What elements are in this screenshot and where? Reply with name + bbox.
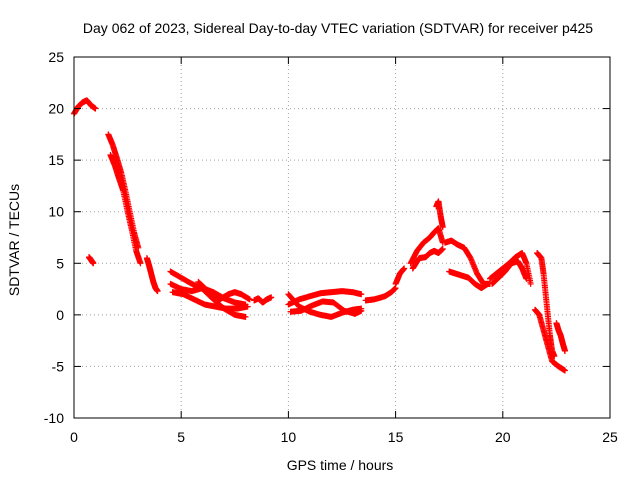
y-tick-label: -5 xyxy=(52,358,65,374)
y-tick-label: 10 xyxy=(48,204,64,220)
data-point xyxy=(439,224,446,231)
y-tick-label: 0 xyxy=(56,307,64,323)
data-point xyxy=(439,245,446,252)
data-point xyxy=(268,294,275,301)
data-point xyxy=(90,260,97,267)
data-point xyxy=(242,313,249,320)
x-tick-label: 5 xyxy=(177,429,185,445)
x-tick-label: 10 xyxy=(281,429,297,445)
y-tick-label: -10 xyxy=(44,410,64,426)
data-point xyxy=(358,307,365,314)
x-tick-label: 25 xyxy=(602,429,618,445)
data-point xyxy=(358,291,365,298)
y-tick-label: 15 xyxy=(48,152,64,168)
axis-ticks xyxy=(73,56,611,419)
x-tick-label: 15 xyxy=(388,429,404,445)
plot-frame xyxy=(73,56,611,419)
data-point xyxy=(561,367,568,374)
y-tick-label: 25 xyxy=(48,49,64,65)
y-tick-label: 5 xyxy=(56,255,64,271)
data-point xyxy=(527,280,534,287)
data-point xyxy=(137,260,144,267)
data-point xyxy=(561,347,568,354)
x-tick-label: 20 xyxy=(495,429,511,445)
y-axis-label: SDTVAR / TECUs xyxy=(6,184,22,296)
data-point xyxy=(523,275,530,282)
data-point xyxy=(246,296,253,303)
x-tick-label: 0 xyxy=(70,429,78,445)
data-point xyxy=(154,288,161,295)
chart-title: Day 062 of 2023, Sidereal Day-to-day VTE… xyxy=(83,20,593,36)
y-tick-label: 20 xyxy=(48,101,64,117)
x-axis-label: GPS time / hours xyxy=(287,457,394,473)
data-point xyxy=(92,105,99,112)
data-points xyxy=(71,97,568,374)
data-point xyxy=(244,303,251,310)
data-point xyxy=(401,265,408,272)
y-tick-labels: -10 -5 0 5 10 15 20 25 xyxy=(44,49,64,426)
x-tick-labels: 0 5 10 15 20 25 xyxy=(70,429,618,445)
